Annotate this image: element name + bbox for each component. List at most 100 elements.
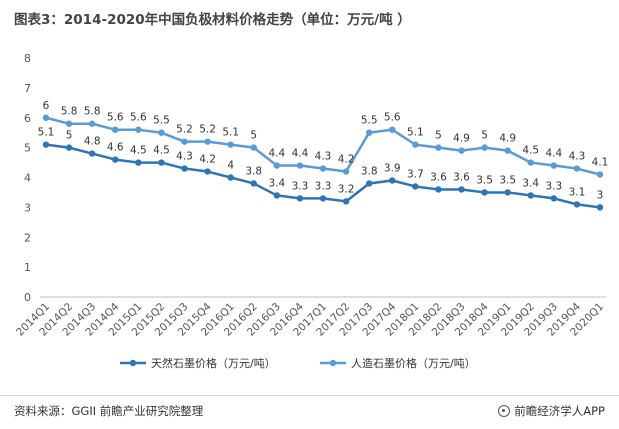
data-label: 5.2 (199, 124, 216, 136)
data-point (573, 165, 581, 172)
legend-label: 人造石墨价格（万元/吨） (351, 356, 476, 370)
data-point (504, 147, 511, 154)
data-point (296, 195, 304, 202)
y-tick-label: 0 (24, 291, 31, 304)
data-point (135, 159, 142, 166)
data-point (65, 144, 73, 151)
data-point (88, 120, 96, 127)
data-label: 5.1 (407, 127, 424, 139)
data-label: 3.4 (268, 177, 285, 189)
data-label: 4.4 (545, 148, 562, 160)
data-point (389, 126, 396, 133)
data-point (481, 189, 488, 196)
data-point (596, 204, 604, 211)
data-label: 5.8 (84, 106, 101, 118)
data-point (550, 162, 558, 169)
data-label: 5.1 (38, 127, 55, 139)
legend-label: 天然石墨价格（万元/吨） (151, 356, 276, 370)
data-label: 5.2 (176, 124, 193, 136)
y-tick-label: 7 (24, 82, 31, 95)
data-label: 3.6 (453, 171, 470, 183)
data-point (573, 201, 581, 208)
data-label: 4.1 (592, 157, 609, 169)
data-point (412, 183, 419, 190)
data-label: 4.6 (107, 142, 124, 154)
y-tick-label: 6 (24, 112, 31, 125)
y-tick-label: 1 (24, 261, 31, 274)
data-label: 4.3 (569, 151, 586, 163)
data-label: 4.8 (84, 136, 101, 148)
data-point (342, 198, 350, 205)
data-label: 3.3 (292, 180, 309, 192)
data-label: 5.6 (107, 112, 124, 124)
data-label: 5.5 (153, 115, 170, 127)
data-label: 5.1 (222, 127, 239, 139)
data-label: 5.6 (384, 112, 401, 124)
data-point (296, 162, 304, 169)
data-point (365, 180, 373, 187)
data-point (204, 168, 211, 175)
data-label: 4.4 (268, 148, 285, 160)
data-point (550, 195, 558, 202)
data-point (250, 144, 257, 151)
data-label: 3.3 (315, 180, 332, 192)
brand-name: 前瞻经济学人APP (514, 403, 605, 418)
data-point (112, 156, 119, 163)
source-note: 资料来源：GGII 前瞻产业研究院整理 (14, 403, 204, 418)
data-label: 4.5 (130, 145, 147, 157)
data-label: 4.5 (153, 145, 170, 157)
data-label: 5.6 (130, 112, 147, 124)
data-label: 3.7 (407, 168, 424, 180)
data-label: 3.1 (569, 186, 586, 198)
data-point (458, 186, 465, 193)
y-tick-label: 8 (24, 52, 31, 65)
data-point (389, 177, 396, 184)
data-point (273, 192, 281, 199)
data-label: 4.2 (199, 154, 216, 166)
data-point (204, 138, 211, 145)
data-label: 3.5 (499, 174, 516, 186)
data-point (112, 126, 119, 133)
data-point (227, 141, 234, 148)
chart-footer: 资料来源：GGII 前瞻产业研究院整理 前瞻经济学人APP (0, 395, 619, 425)
data-label: 4.4 (292, 148, 309, 160)
data-label: 3 (597, 189, 604, 201)
data-point (181, 165, 188, 172)
data-label: 5 (481, 130, 488, 142)
data-label: 4.2 (338, 154, 355, 166)
data-label: 4.9 (499, 133, 516, 145)
data-label: 4.3 (315, 151, 332, 163)
data-label: 6 (43, 100, 50, 112)
data-label: 3.8 (245, 165, 262, 177)
data-point (42, 114, 50, 121)
data-point (319, 195, 327, 202)
data-label: 5 (250, 130, 257, 142)
data-label: 5 (66, 130, 73, 142)
y-tick-label: 4 (24, 172, 31, 185)
data-point (527, 192, 534, 199)
data-label: 4 (227, 160, 234, 172)
data-point (342, 168, 350, 175)
data-label: 4.3 (176, 151, 193, 163)
data-point (135, 126, 142, 133)
data-point (435, 144, 442, 151)
data-label: 3.3 (545, 180, 562, 192)
data-point (250, 180, 257, 187)
data-point (435, 186, 442, 193)
brand-attribution: 前瞻经济学人APP (498, 403, 605, 419)
data-point (88, 150, 96, 157)
data-point (158, 129, 165, 136)
data-point (158, 159, 165, 166)
chart-title: 图表3：2014-2020年中国负极材料价格走势（单位：万元/吨 ） (14, 12, 411, 28)
data-label: 3.6 (430, 171, 447, 183)
data-point (412, 141, 419, 148)
data-point (65, 120, 73, 127)
data-point (319, 165, 327, 172)
data-label: 3.2 (338, 183, 355, 195)
data-point (527, 159, 534, 166)
data-label: 4.5 (522, 145, 539, 157)
y-tick-label: 5 (24, 142, 31, 155)
y-tick-label: 3 (24, 201, 31, 214)
